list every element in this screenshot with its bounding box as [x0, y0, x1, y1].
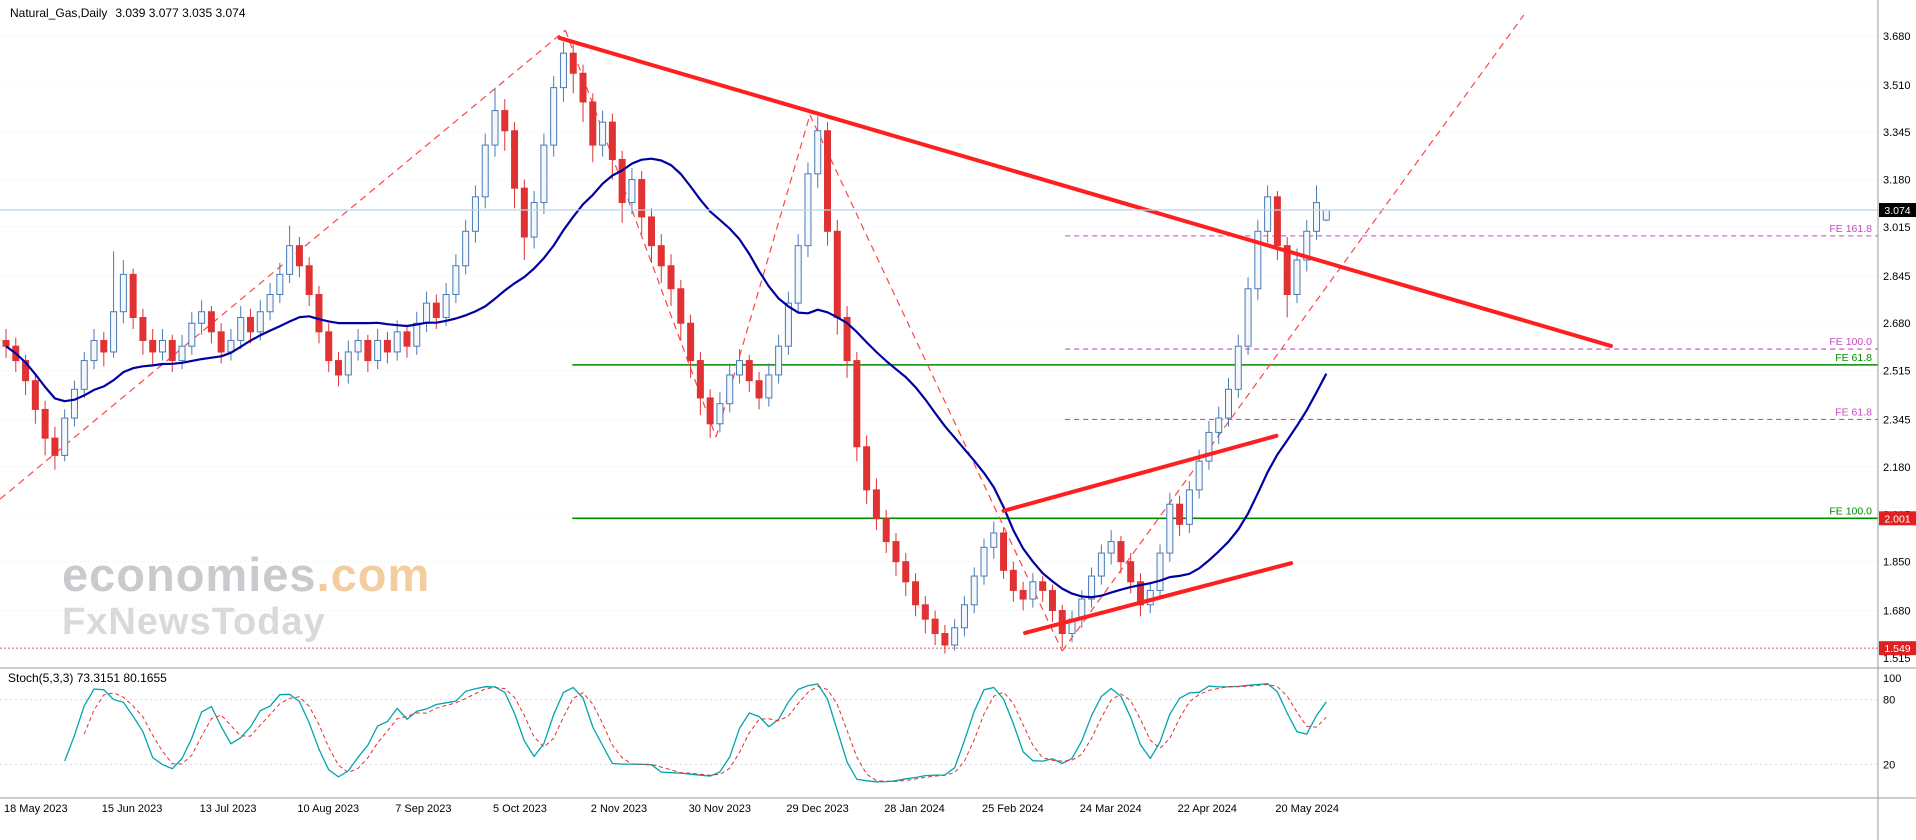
svg-text:3.345: 3.345 [1883, 127, 1911, 139]
svg-text:1.680: 1.680 [1883, 606, 1911, 618]
svg-text:2.845: 2.845 [1883, 271, 1911, 283]
svg-text:29 Dec 2023: 29 Dec 2023 [786, 803, 848, 815]
watermark-brand-suffix: .com [316, 548, 431, 601]
watermark-brand: economies [62, 548, 317, 601]
svg-text:3.680: 3.680 [1883, 31, 1911, 43]
dashed-trendlines-layer [0, 14, 1525, 652]
svg-text:30 Nov 2023: 30 Nov 2023 [689, 803, 751, 815]
svg-text:2.345: 2.345 [1883, 414, 1911, 426]
svg-text:1.549: 1.549 [1884, 643, 1910, 655]
solid-trendlines-layer [557, 35, 1613, 635]
stochastic-label: Stoch(5,3,3) 73.3151 80.1655 [8, 671, 167, 685]
svg-text:28 Jan 2024: 28 Jan 2024 [884, 803, 945, 815]
svg-text:18 May 2023: 18 May 2023 [4, 803, 68, 815]
symbol-name: Natural_Gas,Daily [10, 6, 108, 20]
svg-text:24 Mar 2024: 24 Mar 2024 [1080, 803, 1142, 815]
svg-text:2 Nov 2023: 2 Nov 2023 [591, 803, 647, 815]
svg-text:FE 61.8: FE 61.8 [1835, 406, 1872, 418]
svg-text:3.074: 3.074 [1884, 205, 1910, 217]
watermark: economies.com FxNewsToday [62, 550, 430, 643]
ohlc-values: 3.039 3.077 3.035 3.074 [115, 6, 246, 20]
svg-text:2.180: 2.180 [1883, 462, 1911, 474]
svg-text:80: 80 [1883, 695, 1895, 707]
svg-text:3.015: 3.015 [1883, 222, 1911, 234]
svg-text:5 Oct 2023: 5 Oct 2023 [493, 803, 547, 815]
svg-text:13 Jul 2023: 13 Jul 2023 [200, 803, 257, 815]
svg-text:7 Sep 2023: 7 Sep 2023 [395, 803, 451, 815]
svg-text:25 Feb 2024: 25 Feb 2024 [982, 803, 1044, 815]
grid-layer [0, 35, 1878, 765]
svg-text:FE 161.8: FE 161.8 [1829, 223, 1872, 235]
svg-text:FE 61.8: FE 61.8 [1835, 352, 1872, 364]
svg-text:15 Jun 2023: 15 Jun 2023 [102, 803, 163, 815]
svg-text:20 May 2024: 20 May 2024 [1275, 803, 1339, 815]
stochastic-layer [64, 683, 1327, 783]
moving-average-layer [5, 157, 1328, 599]
watermark-economies-com: economies.com [62, 550, 430, 599]
svg-text:2.680: 2.680 [1883, 318, 1911, 330]
svg-text:2.515: 2.515 [1883, 366, 1911, 378]
svg-text:3.510: 3.510 [1883, 80, 1911, 92]
svg-text:3.180: 3.180 [1883, 175, 1911, 187]
symbol-ohlc-label: Natural_Gas,Daily 3.039 3.077 3.035 3.074 [10, 6, 246, 20]
candles-layer [2, 41, 1330, 654]
svg-text:1.515: 1.515 [1883, 653, 1911, 665]
watermark-fxnewstoday: FxNewsToday [62, 601, 326, 644]
svg-text:20: 20 [1883, 759, 1895, 771]
svg-text:100: 100 [1883, 673, 1901, 685]
svg-text:2.001: 2.001 [1884, 513, 1910, 525]
svg-text:10 Aug 2023: 10 Aug 2023 [297, 803, 359, 815]
svg-text:FE 100.0: FE 100.0 [1829, 336, 1872, 348]
svg-text:22 Apr 2024: 22 Apr 2024 [1178, 803, 1237, 815]
svg-text:1.850: 1.850 [1883, 557, 1911, 569]
price-badges-layer: 3.074 2.001 1.549 [1879, 203, 1916, 656]
svg-text:FE 100.0: FE 100.0 [1829, 505, 1872, 517]
fib-levels-layer: FE 161.8 FE 100.0 FE 61.8 FE 61.8 FE 100.0 [0, 223, 1878, 649]
